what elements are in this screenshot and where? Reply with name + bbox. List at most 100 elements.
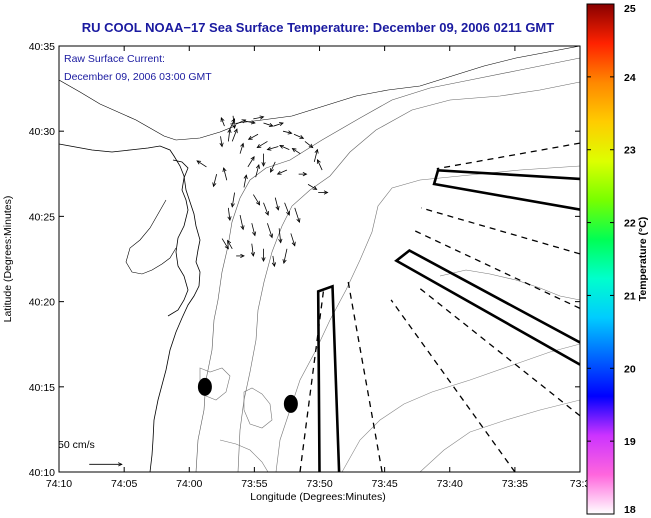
- y-axis-ticks: 40:10 40:15 40:20 40:25 40:30 40:35: [29, 41, 580, 479]
- contour-9: [219, 439, 269, 472]
- current-vector-18: [270, 161, 276, 173]
- buoy-marker-0: [197, 377, 212, 396]
- current-vector-39: [267, 223, 274, 239]
- current-vector-38: [251, 223, 257, 237]
- current-vectors: [196, 115, 329, 268]
- current-vector-23: [239, 142, 245, 154]
- current-vector-32: [263, 202, 269, 216]
- shipping-lanes: [299, 142, 580, 472]
- contour-2: [237, 81, 580, 472]
- current-vector-3: [243, 120, 256, 125]
- colorbar-tick-label-6: 24: [624, 72, 636, 84]
- contour-6: [439, 269, 580, 301]
- current-vector-25: [255, 164, 261, 178]
- lane-outline-1: [394, 248, 580, 366]
- contour-4: [341, 343, 580, 472]
- colorbar: [586, 3, 615, 515]
- x-tick-label-5: 73:45: [371, 478, 397, 490]
- current-vector-36: [227, 207, 232, 222]
- lane-boundary-dashed-4: [347, 281, 383, 472]
- current-vector-15: [313, 148, 319, 162]
- bay-shore: [59, 79, 236, 141]
- current-vector-17: [261, 153, 266, 167]
- annotation-line-2: December 09, 2006 03:00 GMT: [64, 71, 212, 83]
- x-tick-label-0: 74:10: [46, 478, 72, 490]
- current-vector-50: [231, 128, 238, 142]
- colorbar-tick-label-1: 19: [624, 436, 636, 448]
- colorbar-label: Temperature (°C): [637, 217, 649, 302]
- current-vector-20: [298, 172, 308, 177]
- current-vector-26: [196, 160, 207, 168]
- y-tick-label-4: 40:30: [29, 126, 55, 138]
- current-vector-41: [290, 233, 296, 247]
- lane-boundary-dashed-3: [299, 291, 325, 472]
- current-vector-13: [279, 144, 290, 150]
- current-vector-8: [293, 133, 305, 139]
- current-vector-35: [294, 207, 301, 224]
- current-vector-16: [316, 158, 323, 171]
- contour-1: [195, 57, 580, 472]
- lane-boundary-dashed-7: [413, 229, 580, 309]
- current-vector-0: [220, 117, 225, 127]
- x-axis-ticks: 74:10 74:05 74:00 73:55 73:50 73:45 73:40 73:35…: [46, 46, 591, 490]
- y-tick-label-2: 40:20: [29, 297, 55, 309]
- buoys: [197, 377, 298, 413]
- sandy-hook: [167, 159, 189, 317]
- current-vector-43: [227, 239, 233, 249]
- current-vector-4: [253, 115, 265, 120]
- y-tick-label-0: 40:10: [29, 467, 55, 479]
- current-vector-51: [219, 136, 224, 148]
- buoy-marker-1: [283, 394, 298, 413]
- x-tick-label-8: 73:3: [570, 478, 591, 490]
- colorbar-tick-label-2: 20: [624, 363, 636, 375]
- colorbar-tick-label-4: 22: [624, 218, 636, 230]
- annotation-line-1: Raw Surface Current:: [64, 53, 165, 65]
- colorbar-tick-label-7: 25: [624, 3, 636, 15]
- scale-arrow-label: 50 cm/s: [58, 439, 95, 451]
- x-tick-label-6: 73:40: [437, 478, 463, 490]
- current-vector-12: [266, 146, 279, 151]
- colorbar-tick-label-3: 21: [624, 290, 636, 302]
- current-vector-47: [271, 255, 277, 268]
- lane-boundary-dashed-8: [420, 207, 580, 255]
- colorbar-ticks: 18 19 20 21 22 23 24 25: [587, 3, 636, 516]
- colorbar-tick-label-5: 23: [624, 145, 636, 157]
- lane-boundary-dashed-5: [390, 299, 516, 472]
- current-vector-21: [307, 184, 318, 190]
- current-vector-37: [239, 214, 245, 231]
- current-vector-52: [232, 115, 237, 130]
- current-vector-28: [222, 167, 228, 181]
- lane-outline-0: [316, 284, 341, 472]
- current-vector-46: [261, 248, 266, 262]
- current-vector-45: [250, 243, 255, 257]
- chart-title: RU COOL NOAA−17 Sea Surface Temperature:…: [82, 20, 554, 35]
- current-vector-19: [276, 169, 288, 175]
- current-vector-14: [291, 148, 301, 155]
- x-axis-label: Longitude (Degrees:Minutes): [250, 491, 385, 503]
- contour-5: [419, 399, 580, 472]
- current-vector-34: [284, 202, 291, 216]
- y-axis-label: Latitude (Degrees:Minutes): [2, 196, 14, 323]
- current-vector-31: [253, 194, 261, 206]
- current-vector-11: [256, 141, 268, 149]
- map-geography: [59, 46, 580, 472]
- lane-boundary-dashed-6: [416, 285, 580, 417]
- current-vector-30: [243, 174, 248, 188]
- current-vector-2: [235, 119, 247, 125]
- current-vector-7: [282, 130, 293, 135]
- lane-boundary-dashed-9: [436, 142, 580, 170]
- current-vector-44: [236, 253, 245, 259]
- x-tick-label-7: 73:35: [502, 478, 528, 490]
- current-vector-29: [230, 192, 235, 208]
- current-vector-22: [318, 190, 329, 195]
- y-tick-label-1: 40:15: [29, 382, 55, 394]
- x-tick-label-4: 73:50: [306, 478, 332, 490]
- x-tick-label-1: 74:05: [111, 478, 137, 490]
- y-tick-label-5: 40:35: [29, 41, 55, 53]
- current-vector-49: [227, 128, 232, 142]
- inner-shore: [125, 199, 177, 275]
- colorbar-tick-label-0: 18: [624, 504, 636, 516]
- current-vector-5: [263, 122, 274, 127]
- contour-8: [243, 387, 273, 429]
- current-vector-10: [247, 133, 259, 140]
